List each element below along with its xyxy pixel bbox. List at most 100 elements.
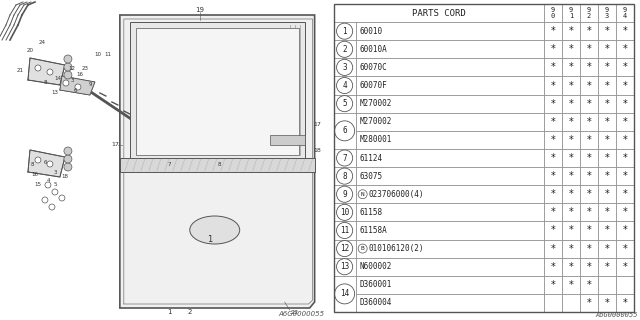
Text: *: * (568, 244, 573, 253)
Text: *: * (550, 171, 556, 181)
Text: 9: 9 (88, 83, 92, 87)
Bar (356, 276, 544, 294)
Bar (580, 294, 598, 312)
Circle shape (337, 96, 353, 112)
Text: N: N (361, 192, 365, 197)
Text: *: * (623, 117, 627, 127)
Bar (333, 221, 356, 240)
Text: 60010A: 60010A (360, 45, 387, 54)
Text: *: * (568, 117, 573, 127)
Text: *: * (550, 226, 556, 236)
Circle shape (337, 222, 353, 238)
Text: 60010: 60010 (360, 27, 383, 36)
Bar (580, 240, 598, 258)
Bar (598, 40, 616, 58)
Text: 20: 20 (26, 47, 33, 52)
Bar (333, 167, 356, 185)
Bar (598, 258, 616, 276)
Text: 10: 10 (94, 52, 101, 58)
Circle shape (35, 65, 41, 71)
Bar (580, 149, 598, 167)
Ellipse shape (190, 216, 240, 244)
Text: *: * (550, 81, 556, 91)
Text: *: * (586, 117, 591, 127)
Circle shape (64, 147, 72, 155)
Text: *: * (586, 207, 591, 217)
Text: *: * (586, 62, 591, 72)
Text: *: * (568, 262, 573, 272)
Text: *: * (586, 280, 591, 290)
Bar (562, 294, 580, 312)
Text: *: * (586, 262, 591, 272)
Bar (580, 40, 598, 58)
Bar (580, 58, 598, 76)
Text: 9
1: 9 1 (569, 7, 573, 19)
Text: *: * (623, 226, 627, 236)
Bar (598, 240, 616, 258)
Bar (580, 76, 598, 95)
Circle shape (63, 80, 69, 86)
Bar (616, 149, 634, 167)
Text: *: * (550, 44, 556, 54)
Circle shape (337, 59, 353, 76)
Text: *: * (550, 135, 556, 145)
Bar (356, 149, 544, 167)
Bar (356, 40, 544, 58)
Bar (616, 240, 634, 258)
Text: M270002: M270002 (360, 117, 392, 126)
Bar (562, 22, 580, 40)
Bar (580, 131, 598, 149)
Circle shape (337, 241, 353, 257)
Circle shape (64, 163, 72, 171)
Circle shape (337, 77, 353, 93)
Text: B: B (361, 246, 365, 251)
Bar (562, 95, 580, 113)
Bar (580, 113, 598, 131)
Polygon shape (120, 158, 315, 172)
Text: 3: 3 (342, 63, 347, 72)
Text: 7: 7 (342, 154, 347, 163)
Circle shape (337, 168, 353, 184)
Polygon shape (28, 150, 65, 177)
Text: *: * (568, 153, 573, 163)
Circle shape (64, 63, 72, 71)
Text: M280001: M280001 (360, 135, 392, 144)
Text: *: * (623, 135, 627, 145)
Bar (544, 294, 562, 312)
Bar (544, 113, 562, 131)
Polygon shape (269, 135, 305, 145)
Circle shape (45, 182, 51, 188)
Text: 1: 1 (342, 27, 347, 36)
Bar (598, 276, 616, 294)
Bar (333, 4, 544, 22)
Bar (356, 131, 544, 149)
Bar (616, 276, 634, 294)
Text: *: * (605, 99, 609, 109)
Polygon shape (130, 22, 305, 160)
Bar (333, 95, 356, 113)
Text: 13: 13 (340, 262, 349, 271)
Text: 60070F: 60070F (360, 81, 387, 90)
Bar (544, 240, 562, 258)
Text: *: * (623, 44, 627, 54)
Circle shape (337, 259, 353, 275)
Bar (616, 4, 634, 22)
Circle shape (64, 155, 72, 163)
Text: 9
2: 9 2 (587, 7, 591, 19)
Text: *: * (623, 26, 627, 36)
Bar (616, 40, 634, 58)
Text: 9: 9 (342, 190, 347, 199)
Bar (333, 203, 356, 221)
Circle shape (358, 244, 367, 253)
Bar (562, 149, 580, 167)
Bar (562, 276, 580, 294)
Text: *: * (623, 99, 627, 109)
Text: *: * (568, 62, 573, 72)
Text: 11: 11 (104, 52, 111, 58)
Text: *: * (605, 244, 609, 253)
Bar (598, 131, 616, 149)
Text: *: * (605, 298, 609, 308)
Bar (616, 22, 634, 40)
Text: 11: 11 (340, 226, 349, 235)
Bar (580, 276, 598, 294)
